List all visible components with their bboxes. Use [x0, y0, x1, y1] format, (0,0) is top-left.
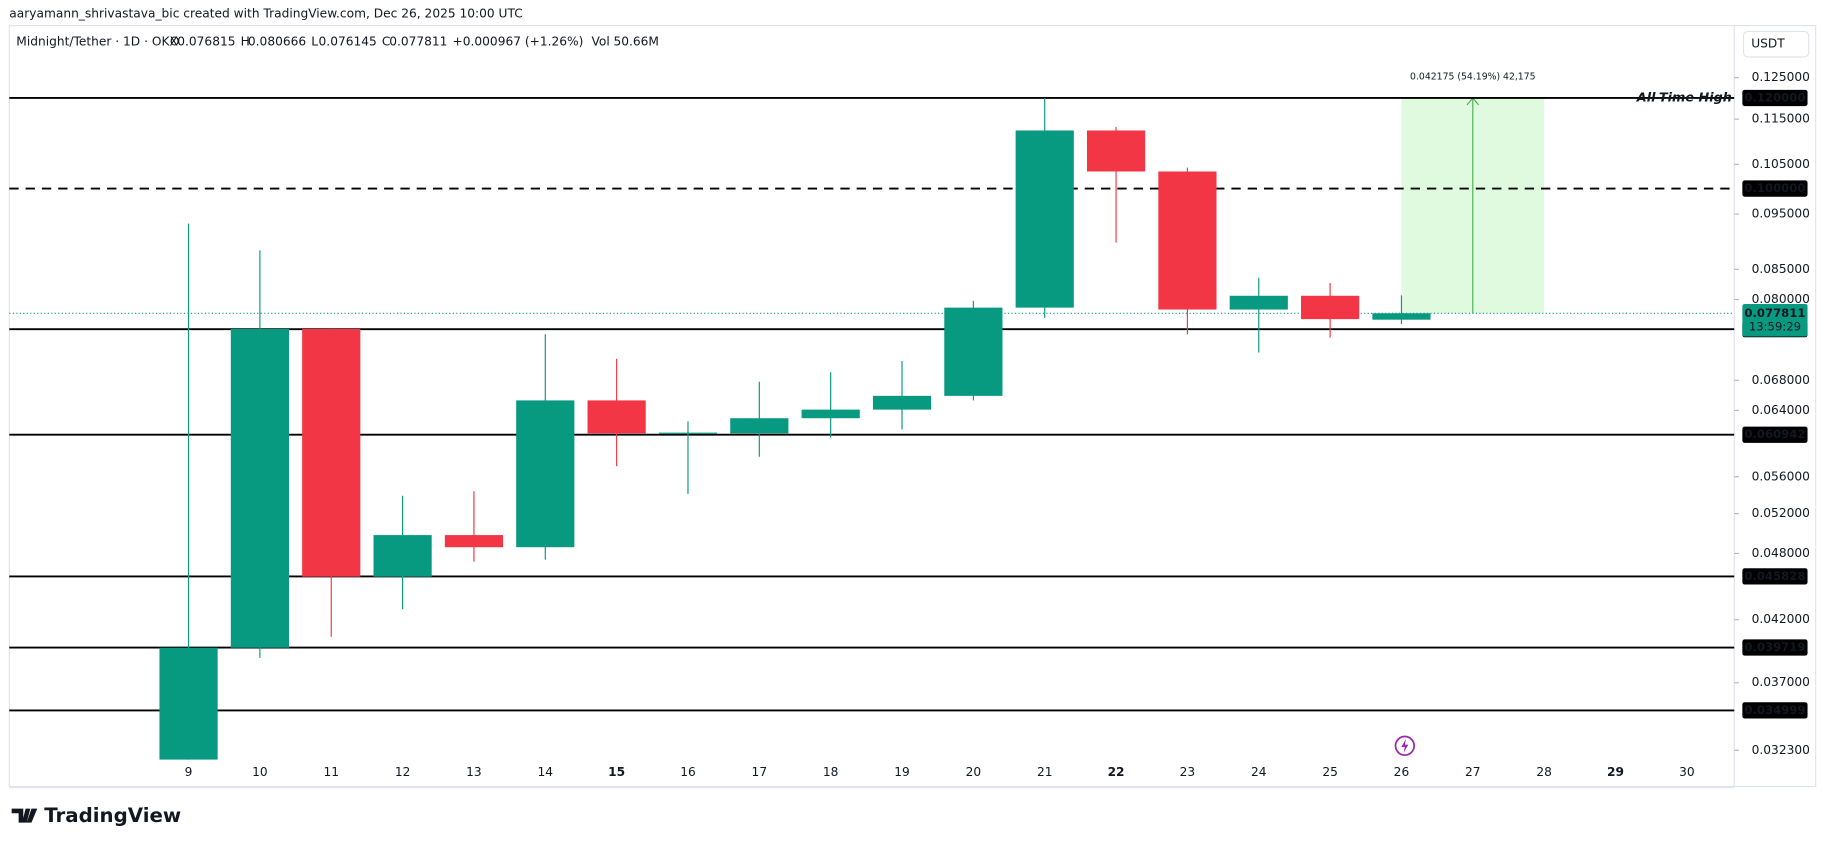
- x-tick-label: 26: [1394, 765, 1410, 779]
- level-label-bg: [1742, 568, 1808, 585]
- ohlc-value: 0.076815: [177, 34, 235, 48]
- candle-body: [1158, 171, 1217, 310]
- candle-body: [1372, 313, 1431, 320]
- candle-body: [516, 400, 575, 548]
- y-tick-label: 0.052000: [1752, 506, 1810, 520]
- x-tick-label: 19: [894, 765, 910, 779]
- candle-body: [1301, 295, 1360, 320]
- level-label: 0.034999: [1744, 703, 1805, 717]
- currency-button[interactable]: [1742, 30, 1810, 58]
- y-tick-label: 0.115000: [1752, 112, 1810, 126]
- alert-icon: [1394, 735, 1416, 756]
- level-label-bg: [1742, 89, 1808, 107]
- x-tick-label: 25: [1322, 765, 1338, 779]
- ohlc-key: C: [382, 34, 391, 48]
- x-tick-label: 22: [1108, 765, 1125, 779]
- candle-body: [1229, 295, 1288, 310]
- level-label: 0.039719: [1744, 640, 1805, 654]
- countdown: 13:59:29: [1749, 320, 1801, 334]
- y-tick-label: 0.080000: [1752, 292, 1810, 306]
- y-tick-label: 0.048000: [1752, 546, 1810, 560]
- candle-body: [801, 409, 860, 419]
- x-tick-label: 28: [1536, 765, 1552, 779]
- level-label-bg: [1742, 639, 1808, 656]
- level-label: 0.100000: [1744, 181, 1805, 195]
- x-tick-label: 13: [466, 765, 482, 779]
- y-tick-label: 0.095000: [1752, 207, 1810, 221]
- last-price-bg: [1742, 303, 1808, 337]
- ohlc-value: 0.076145: [319, 34, 377, 48]
- x-tick-label: 15: [608, 765, 625, 779]
- x-tick-label: 23: [1180, 765, 1196, 779]
- candle-body: [159, 647, 218, 760]
- candle-body: [1086, 130, 1146, 172]
- x-tick-label: 27: [1465, 765, 1481, 779]
- level-label: 0.120000: [1744, 90, 1805, 104]
- ohlc-key: L: [311, 34, 318, 48]
- candle-body: [444, 535, 504, 548]
- y-tick-label: 0.085000: [1752, 262, 1810, 276]
- candle-body: [373, 535, 432, 577]
- y-tick-label: 0.042000: [1752, 612, 1810, 626]
- x-tick-label: 18: [823, 765, 839, 779]
- x-tick-label: 17: [752, 765, 768, 779]
- currency[interactable]: USDT: [1751, 37, 1785, 51]
- x-tick-label: 20: [966, 765, 982, 779]
- x-tick-label: 24: [1251, 765, 1267, 779]
- x-tick-label: 16: [680, 765, 696, 779]
- brand-logo: [11, 808, 38, 823]
- candle-body: [1015, 130, 1074, 308]
- ohlc-key: H: [241, 34, 250, 48]
- candle-body: [730, 418, 789, 434]
- level-label-bg: [1742, 426, 1808, 443]
- x-tick-label: 30: [1679, 765, 1695, 779]
- brand: TradingView: [44, 804, 181, 827]
- level-label: 0.045828: [1744, 569, 1805, 583]
- x-tick-label: 21: [1037, 765, 1053, 779]
- y-tick-label: 0.037000: [1752, 675, 1810, 689]
- ohlc-key: O: [170, 34, 180, 48]
- y-tick-label: 0.105000: [1752, 157, 1810, 171]
- candle-body: [658, 432, 718, 434]
- x-tick-label: 29: [1607, 765, 1624, 779]
- volume-key: Vol: [591, 34, 609, 48]
- credit: aaryamann_shrivastava_bic created with T…: [9, 6, 522, 20]
- x-tick-label: 11: [323, 765, 339, 779]
- y-tick-label: 0.064000: [1752, 403, 1810, 417]
- candle-body: [872, 395, 932, 410]
- x-tick-label: 12: [395, 765, 411, 779]
- ohlc-value: 0.077811: [389, 34, 447, 48]
- symbol: Midnight/Tether · 1D · OKX: [16, 34, 178, 48]
- candle-body: [230, 328, 289, 648]
- candle-body: [944, 307, 1003, 396]
- x-tick-label: 9: [185, 765, 193, 779]
- level-label-bg: [1742, 702, 1808, 719]
- candle-body: [302, 328, 361, 577]
- level-annotation: All-Time High: [1636, 90, 1732, 105]
- ohlc-legend: O0.076815 H0.080666 L 0.076145 C0.077811 +0.0…: [170, 34, 659, 48]
- candle-body: [587, 400, 646, 434]
- last-price-label: 0.077811: [1744, 306, 1805, 320]
- level-label: 0.060942: [1744, 427, 1805, 441]
- level-label-bg: [1742, 180, 1808, 197]
- change: +0.000967 (+1.26%): [453, 34, 584, 48]
- y-tick-label: 0.032300: [1752, 743, 1810, 757]
- measure-label: 0.042175 (54.19%) 42,175: [1410, 72, 1536, 83]
- y-tick-label: 0.068000: [1752, 373, 1810, 387]
- ohlc-value: 0.080666: [248, 34, 306, 48]
- y-tick-label: 0.056000: [1752, 469, 1810, 483]
- y-tick-label: 0.125000: [1752, 70, 1810, 84]
- x-tick-label: 10: [252, 765, 268, 779]
- volume: 50.66M: [613, 34, 658, 48]
- x-tick-label: 14: [538, 765, 554, 779]
